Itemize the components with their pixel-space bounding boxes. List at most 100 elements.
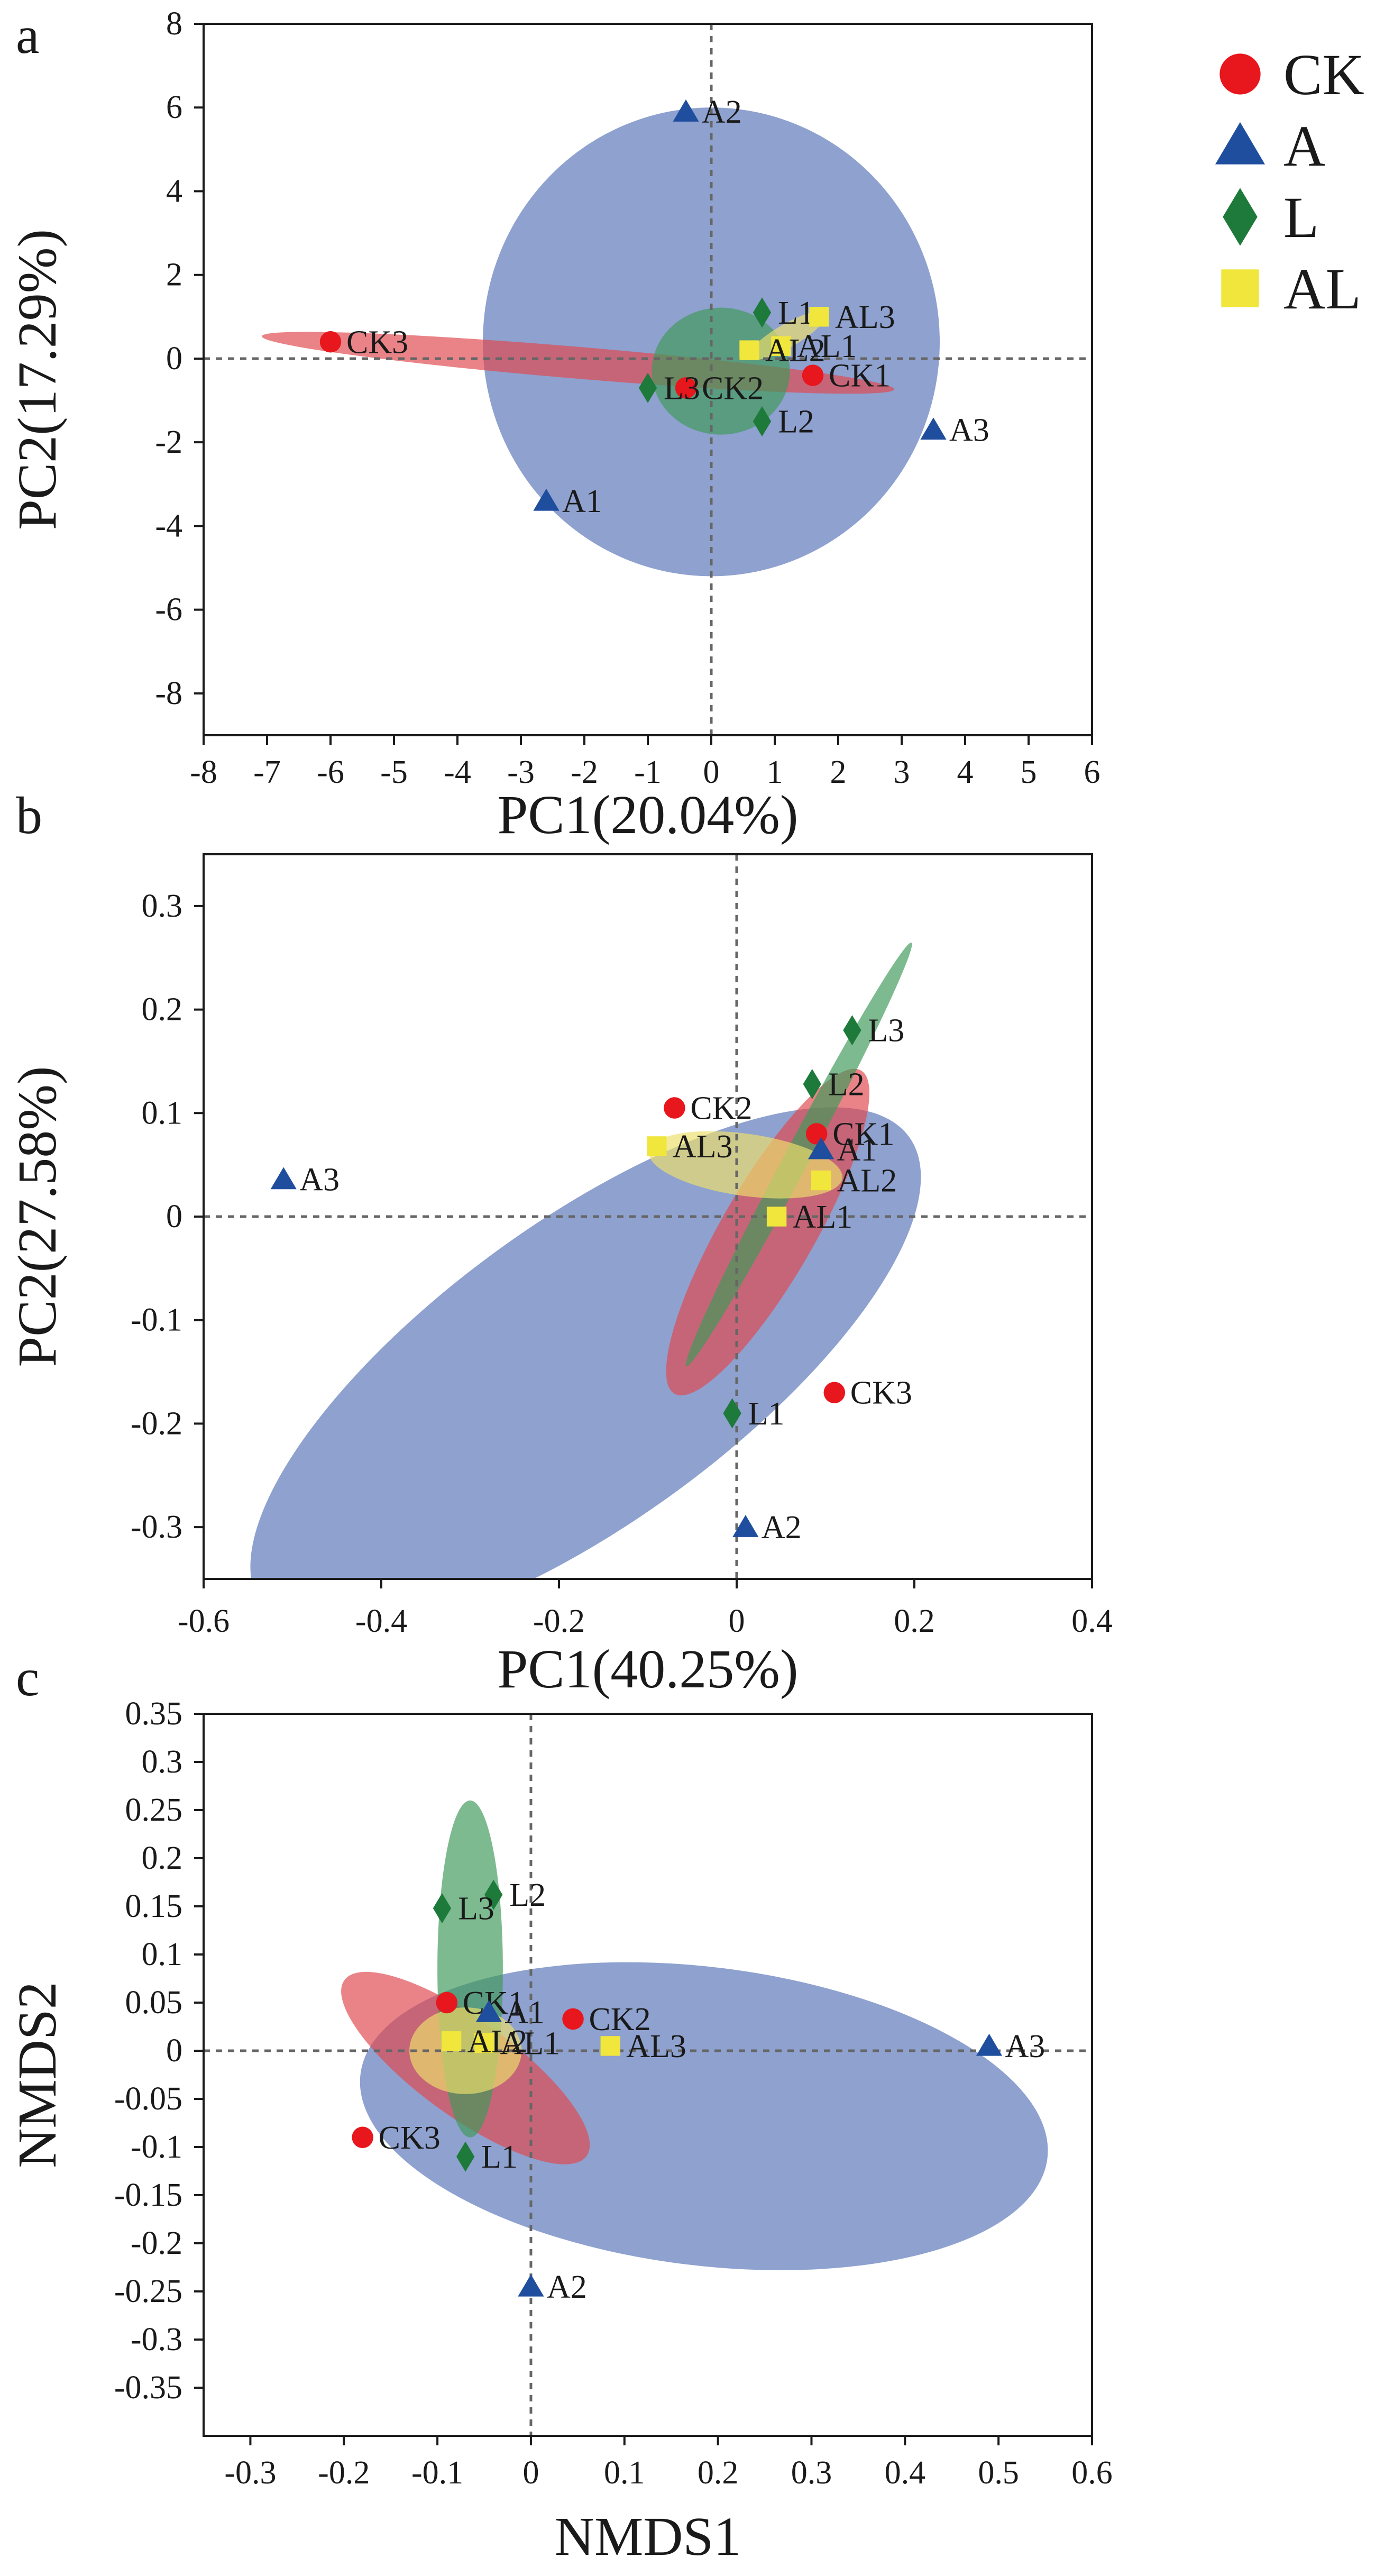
legend-marker-l	[1223, 188, 1258, 246]
point-l2	[484, 1879, 503, 1910]
point-label-al3: AL3	[626, 2029, 686, 2065]
point-ck2	[562, 2008, 584, 2030]
point-a1	[533, 488, 560, 511]
point-label-ck2: CK2	[690, 1091, 752, 1127]
x-tick-label: -7	[253, 754, 281, 790]
point-label-al3: AL3	[673, 1129, 733, 1165]
ellipses	[341, 1800, 1048, 2270]
x-axis-title: PC1(40.25%)	[497, 1639, 798, 1700]
x-tick-label: 0.5	[978, 2455, 1019, 2491]
point-a3	[920, 417, 947, 440]
y-tick-label: -0.05	[114, 2081, 182, 2117]
point-ck1	[436, 1992, 458, 2014]
x-tick-label: -0.1	[411, 2455, 463, 2491]
x-tick-label: 6	[1084, 754, 1100, 790]
panel-b: b -0.6 -0.4 -0.2 0 0.2 0.4 -0.3 -0.2 -0.1 0 0.1 0.2 0…	[7, 786, 1113, 1700]
point-l1	[723, 1398, 741, 1429]
x-tick-label: -8	[190, 754, 217, 790]
x-tick-label: -0.3	[224, 2455, 276, 2491]
legend: CK AL AL	[1215, 42, 1364, 321]
x-tick-label: 0.6	[1071, 2455, 1113, 2491]
point-label-a3: A3	[299, 1162, 340, 1198]
point-al2	[739, 340, 759, 360]
legend-label-al: AL	[1283, 257, 1361, 321]
point-label-l2: L2	[778, 404, 814, 440]
point-l2	[753, 406, 772, 437]
x-tick-label: 2	[830, 754, 847, 790]
panel-a: a -8 -7 -6 -5 -4 -3 -2 -1 0 1 2 3 4 5 6 -8 -6 -4 -2 0 2 4 6 8 PC1…	[7, 6, 1100, 845]
y-axis-title: PC2(17.29%)	[7, 229, 68, 530]
point-al2	[441, 2031, 462, 2051]
point-label-ck1: CK1	[832, 1116, 894, 1152]
y-tick-label: 0.3	[142, 888, 183, 924]
y-tick-label: 4	[166, 173, 182, 209]
point-ck2	[675, 377, 697, 399]
legend-marker-al	[1221, 269, 1259, 307]
point-label-al3: AL3	[835, 299, 895, 335]
x-tick-label: -5	[380, 754, 408, 790]
legend-marker-ck	[1219, 53, 1261, 95]
y-tick-label: 8	[166, 6, 182, 42]
point-label-l1: L1	[778, 295, 814, 331]
y-tick-label: -0.2	[131, 2225, 182, 2261]
point-a3	[976, 2033, 1003, 2056]
point-label-l1: L1	[481, 2139, 518, 2175]
x-tick-label: 3	[894, 754, 910, 790]
point-label-l3: L3	[868, 1013, 904, 1049]
y-tick-label: 2	[166, 257, 182, 293]
x-tick-label: -4	[444, 754, 471, 790]
y-tick-label: 0	[166, 341, 182, 377]
point-label-l2: L2	[509, 1877, 546, 1913]
y-tick-label: -0.2	[131, 1405, 182, 1441]
point-label-al2: AL2	[765, 333, 826, 369]
point-al1	[771, 336, 791, 356]
point-label-a2: A2	[702, 94, 742, 130]
point-label-a2: A2	[762, 1510, 802, 1546]
x-tick-label: 0.3	[791, 2455, 832, 2491]
y-tick-label: -0.35	[114, 2370, 182, 2406]
x-tick-label: -3	[507, 754, 535, 790]
point-label-a2: A2	[547, 2269, 587, 2305]
x-tick-label: -6	[317, 754, 344, 790]
point-l1	[456, 2141, 475, 2172]
point-label-l3: L3	[664, 370, 700, 406]
point-al3	[809, 307, 829, 327]
point-label-a1: A1	[837, 1132, 877, 1168]
y-tick-label: -0.3	[131, 2322, 182, 2358]
point-al1	[766, 1207, 787, 1227]
x-tick-label: -0.2	[533, 1603, 585, 1639]
confidence-ellipse-l	[652, 307, 790, 435]
x-tick-label: -2	[571, 754, 598, 790]
point-a2	[732, 1515, 759, 1537]
point-a2	[518, 2274, 544, 2297]
point-label-al2: AL2	[467, 2024, 528, 2060]
plot-frame	[203, 1713, 1093, 2437]
point-label-al1: AL1	[793, 1199, 853, 1235]
point-ck1	[802, 364, 824, 386]
point-label-al1: AL1	[797, 328, 857, 364]
point-label-ck2: CK2	[589, 2002, 651, 2038]
point-label-l3: L3	[458, 1891, 494, 1927]
confidence-ellipse-al	[409, 2007, 522, 2094]
point-l3	[638, 372, 657, 403]
point-label-al2: AL2	[837, 1163, 897, 1199]
x-tick-label: 0.4	[885, 2455, 926, 2491]
y-tick-label: -0.25	[114, 2273, 182, 2309]
legend-marker-a	[1215, 122, 1265, 165]
point-a1	[808, 1137, 834, 1159]
y-tick-label: 0.1	[142, 1095, 183, 1131]
point-label-ck1: CK1	[829, 358, 891, 394]
y-tick-label: -0.1	[131, 2129, 182, 2165]
x-tick-label: -0.6	[178, 1603, 230, 1639]
y-tick-label: 0.15	[125, 1888, 183, 1924]
y-tick-label: 0	[166, 2033, 182, 2069]
x-tick-label: 0.4	[1071, 1603, 1113, 1639]
y-tick-label: 0.2	[142, 992, 183, 1028]
x-tick-label: 1	[767, 754, 783, 790]
x-axis-title: PC1(20.04%)	[497, 784, 798, 845]
point-l1	[753, 297, 772, 328]
point-l3	[433, 1893, 452, 1924]
point-label-a1: A1	[562, 483, 602, 519]
point-label-ck3: CK3	[379, 2120, 441, 2156]
legend-label-ck: CK	[1283, 42, 1364, 107]
